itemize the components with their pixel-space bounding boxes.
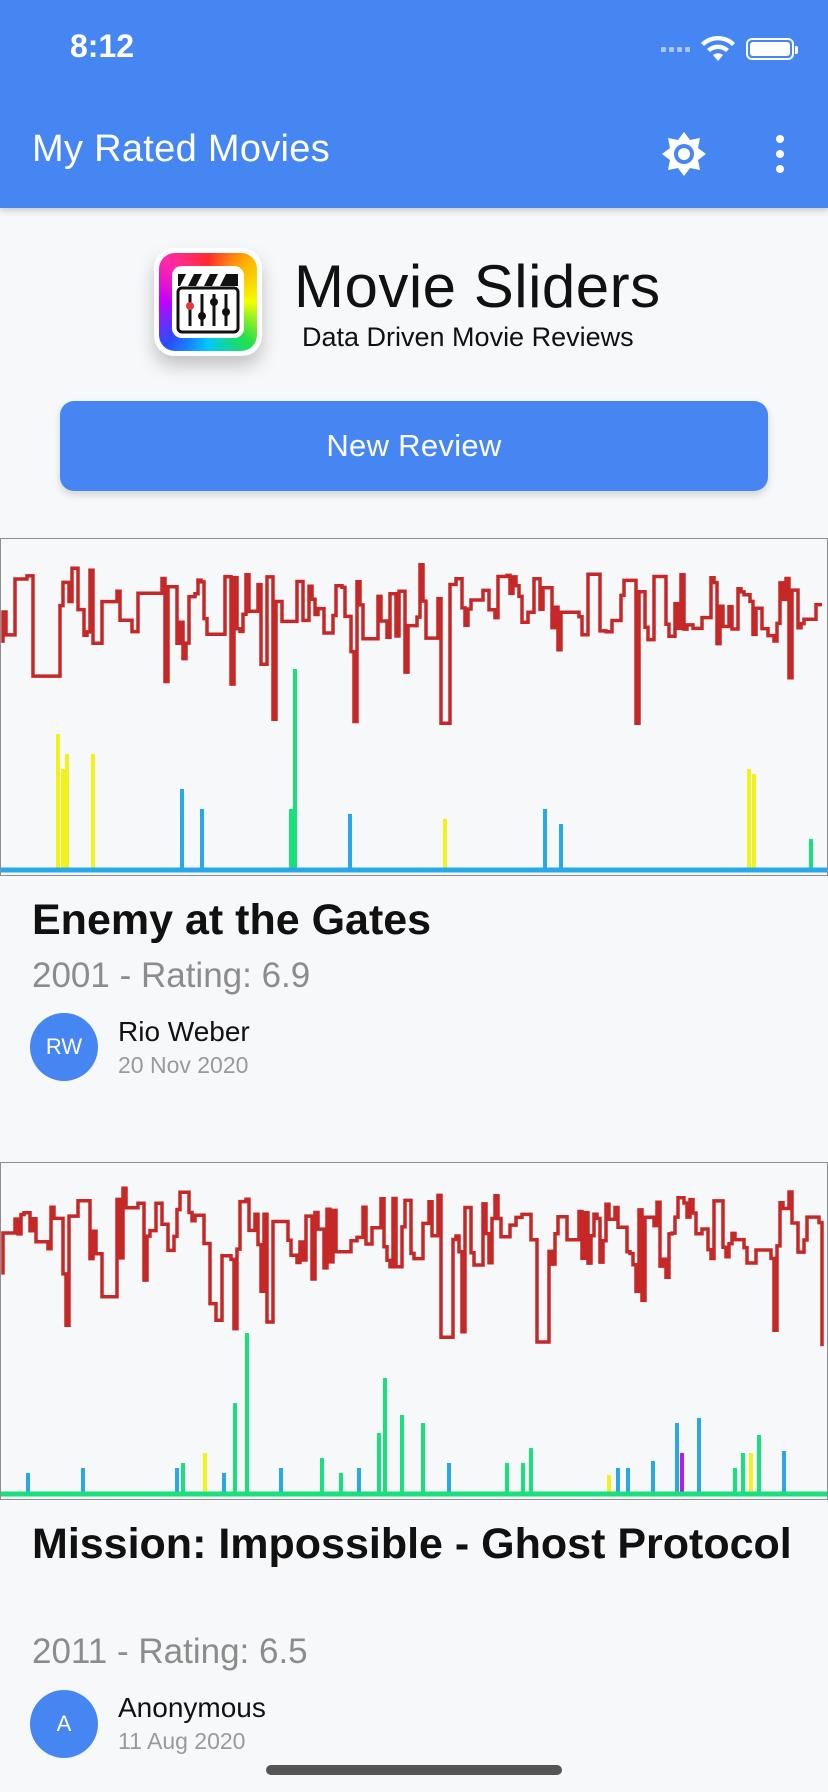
battery-icon [746, 38, 798, 60]
reviewer-name: Rio Weber [118, 1016, 250, 1047]
movie-title[interactable]: Mission: Impossible - Ghost Protocol [32, 1520, 792, 1568]
review-date: 11 Aug 2020 [118, 1728, 246, 1754]
movie-meta: 2001 - Rating: 6.9 [32, 956, 311, 995]
brand-title: Movie Sliders [294, 253, 661, 320]
app-bar: 8:12 My Rated Movies [0, 0, 828, 208]
avatar: A [30, 1690, 98, 1758]
more-options-button[interactable] [756, 126, 804, 182]
wifi-icon [701, 35, 735, 61]
page-title: My Rated Movies [32, 128, 331, 170]
status-icons [661, 34, 798, 64]
status-time: 8:12 [70, 28, 135, 64]
more-vert-icon [776, 135, 784, 143]
home-indicator [266, 1765, 562, 1775]
avatar: RW [30, 1013, 98, 1081]
brightness-icon [662, 132, 706, 176]
review-date: 20 Nov 2020 [118, 1052, 249, 1078]
clapperboard-icon [172, 266, 244, 338]
new-review-button[interactable]: New Review [60, 401, 768, 491]
app-logo [154, 248, 262, 356]
movie-title[interactable]: Enemy at the Gates [32, 896, 432, 944]
reviewer-name: Anonymous [118, 1692, 266, 1723]
review-chart-svg [1, 1186, 827, 1497]
review-chart[interactable] [0, 1162, 828, 1500]
signal-icon [661, 46, 690, 52]
review-chart-svg [1, 562, 827, 873]
rating-line [1, 1186, 824, 1347]
movie-meta: 2011 - Rating: 6.5 [32, 1632, 308, 1671]
brand-subtitle: Data Driven Movie Reviews [302, 322, 634, 352]
rating-line [1, 562, 822, 726]
review-chart[interactable] [0, 538, 828, 876]
brightness-button[interactable] [656, 126, 712, 182]
